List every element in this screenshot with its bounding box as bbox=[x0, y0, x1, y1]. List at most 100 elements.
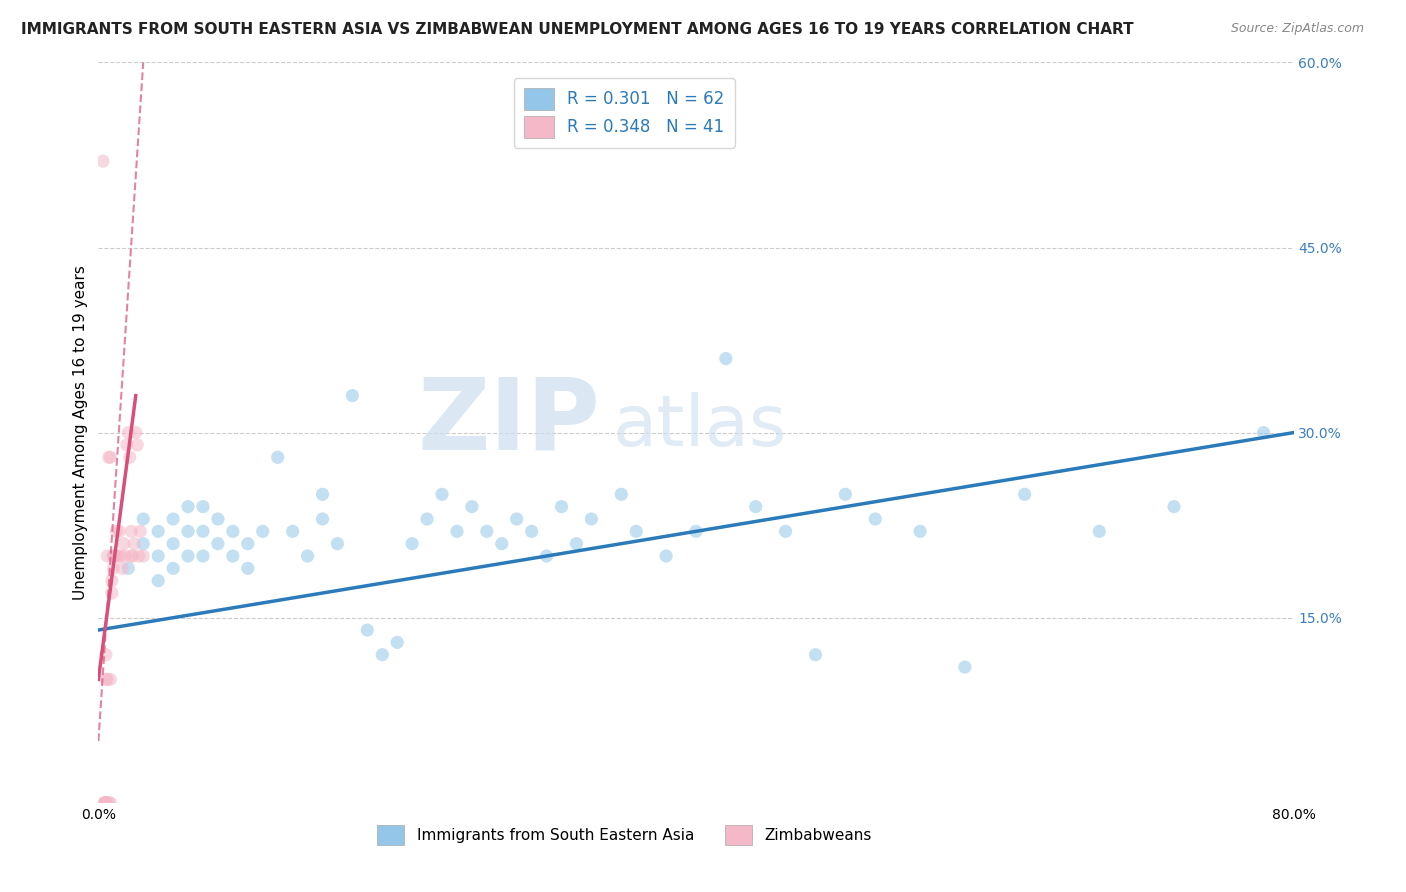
Point bbox=[610, 487, 633, 501]
Point bbox=[565, 536, 588, 550]
Point bbox=[97, 450, 120, 465]
Point bbox=[111, 561, 134, 575]
Legend: Immigrants from South Eastern Asia, Zimbabweans: Immigrants from South Eastern Asia, Zimb… bbox=[371, 819, 877, 851]
Point bbox=[127, 438, 149, 452]
Point bbox=[162, 536, 184, 550]
Point bbox=[120, 549, 142, 563]
Point bbox=[581, 512, 603, 526]
Point bbox=[222, 549, 245, 563]
Point bbox=[115, 438, 138, 452]
Point bbox=[124, 536, 146, 550]
Point bbox=[104, 549, 127, 563]
Point bbox=[834, 487, 856, 501]
Point bbox=[105, 549, 128, 563]
Point bbox=[356, 623, 378, 637]
Point bbox=[342, 388, 364, 402]
Point bbox=[281, 524, 304, 539]
Point bbox=[191, 524, 214, 539]
Point bbox=[103, 561, 125, 575]
Point bbox=[416, 512, 439, 526]
Point bbox=[96, 549, 118, 563]
Point bbox=[98, 450, 122, 465]
Point bbox=[103, 549, 125, 563]
Point bbox=[132, 549, 155, 563]
Point bbox=[714, 351, 737, 366]
Point bbox=[117, 561, 139, 575]
Point bbox=[401, 536, 423, 550]
Point bbox=[110, 549, 132, 563]
Point bbox=[118, 450, 141, 465]
Point bbox=[775, 524, 797, 539]
Point bbox=[385, 635, 409, 649]
Point bbox=[520, 524, 543, 539]
Point bbox=[491, 536, 513, 550]
Point bbox=[865, 512, 887, 526]
Point bbox=[236, 561, 259, 575]
Point bbox=[311, 487, 333, 501]
Point bbox=[655, 549, 678, 563]
Point bbox=[908, 524, 931, 539]
Point bbox=[1014, 487, 1036, 501]
Point bbox=[626, 524, 648, 539]
Point bbox=[125, 425, 148, 440]
Point bbox=[94, 796, 117, 810]
Point bbox=[132, 536, 155, 550]
Point bbox=[685, 524, 707, 539]
Point bbox=[103, 549, 125, 563]
Point bbox=[311, 512, 333, 526]
Point bbox=[446, 524, 468, 539]
Point bbox=[108, 524, 131, 539]
Point bbox=[236, 536, 259, 550]
Point bbox=[101, 586, 124, 600]
Point bbox=[207, 512, 229, 526]
Point bbox=[93, 796, 115, 810]
Text: Source: ZipAtlas.com: Source: ZipAtlas.com bbox=[1230, 22, 1364, 36]
Text: atlas: atlas bbox=[613, 392, 787, 461]
Point bbox=[326, 536, 349, 550]
Text: ZIP: ZIP bbox=[418, 374, 600, 470]
Point bbox=[121, 549, 143, 563]
Point bbox=[222, 524, 245, 539]
Point bbox=[745, 500, 768, 514]
Point bbox=[475, 524, 498, 539]
Point bbox=[191, 549, 214, 563]
Point bbox=[536, 549, 558, 563]
Point bbox=[550, 500, 572, 514]
Point bbox=[177, 524, 200, 539]
Point bbox=[120, 524, 142, 539]
Point bbox=[94, 796, 117, 810]
Point bbox=[1163, 500, 1185, 514]
Point bbox=[804, 648, 827, 662]
Point bbox=[162, 561, 184, 575]
Point bbox=[267, 450, 290, 465]
Point bbox=[506, 512, 529, 526]
Point bbox=[461, 500, 484, 514]
Point bbox=[132, 512, 155, 526]
Point bbox=[94, 796, 117, 810]
Point bbox=[98, 673, 122, 687]
Point bbox=[128, 549, 150, 563]
Point bbox=[112, 536, 135, 550]
Point bbox=[297, 549, 319, 563]
Point bbox=[371, 648, 394, 662]
Point bbox=[117, 425, 139, 440]
Point bbox=[430, 487, 453, 501]
Point bbox=[101, 574, 124, 588]
Point bbox=[953, 660, 976, 674]
Point bbox=[148, 524, 170, 539]
Y-axis label: Unemployment Among Ages 16 to 19 years: Unemployment Among Ages 16 to 19 years bbox=[73, 265, 89, 600]
Point bbox=[1253, 425, 1275, 440]
Point bbox=[148, 574, 170, 588]
Point bbox=[148, 549, 170, 563]
Text: IMMIGRANTS FROM SOUTH EASTERN ASIA VS ZIMBABWEAN UNEMPLOYMENT AMONG AGES 16 TO 1: IMMIGRANTS FROM SOUTH EASTERN ASIA VS ZI… bbox=[21, 22, 1133, 37]
Point bbox=[129, 524, 152, 539]
Point bbox=[114, 549, 136, 563]
Point bbox=[94, 796, 117, 810]
Point bbox=[207, 536, 229, 550]
Point bbox=[96, 673, 118, 687]
Point bbox=[252, 524, 274, 539]
Point bbox=[94, 673, 117, 687]
Point bbox=[93, 796, 115, 810]
Point bbox=[1088, 524, 1111, 539]
Point bbox=[98, 796, 122, 810]
